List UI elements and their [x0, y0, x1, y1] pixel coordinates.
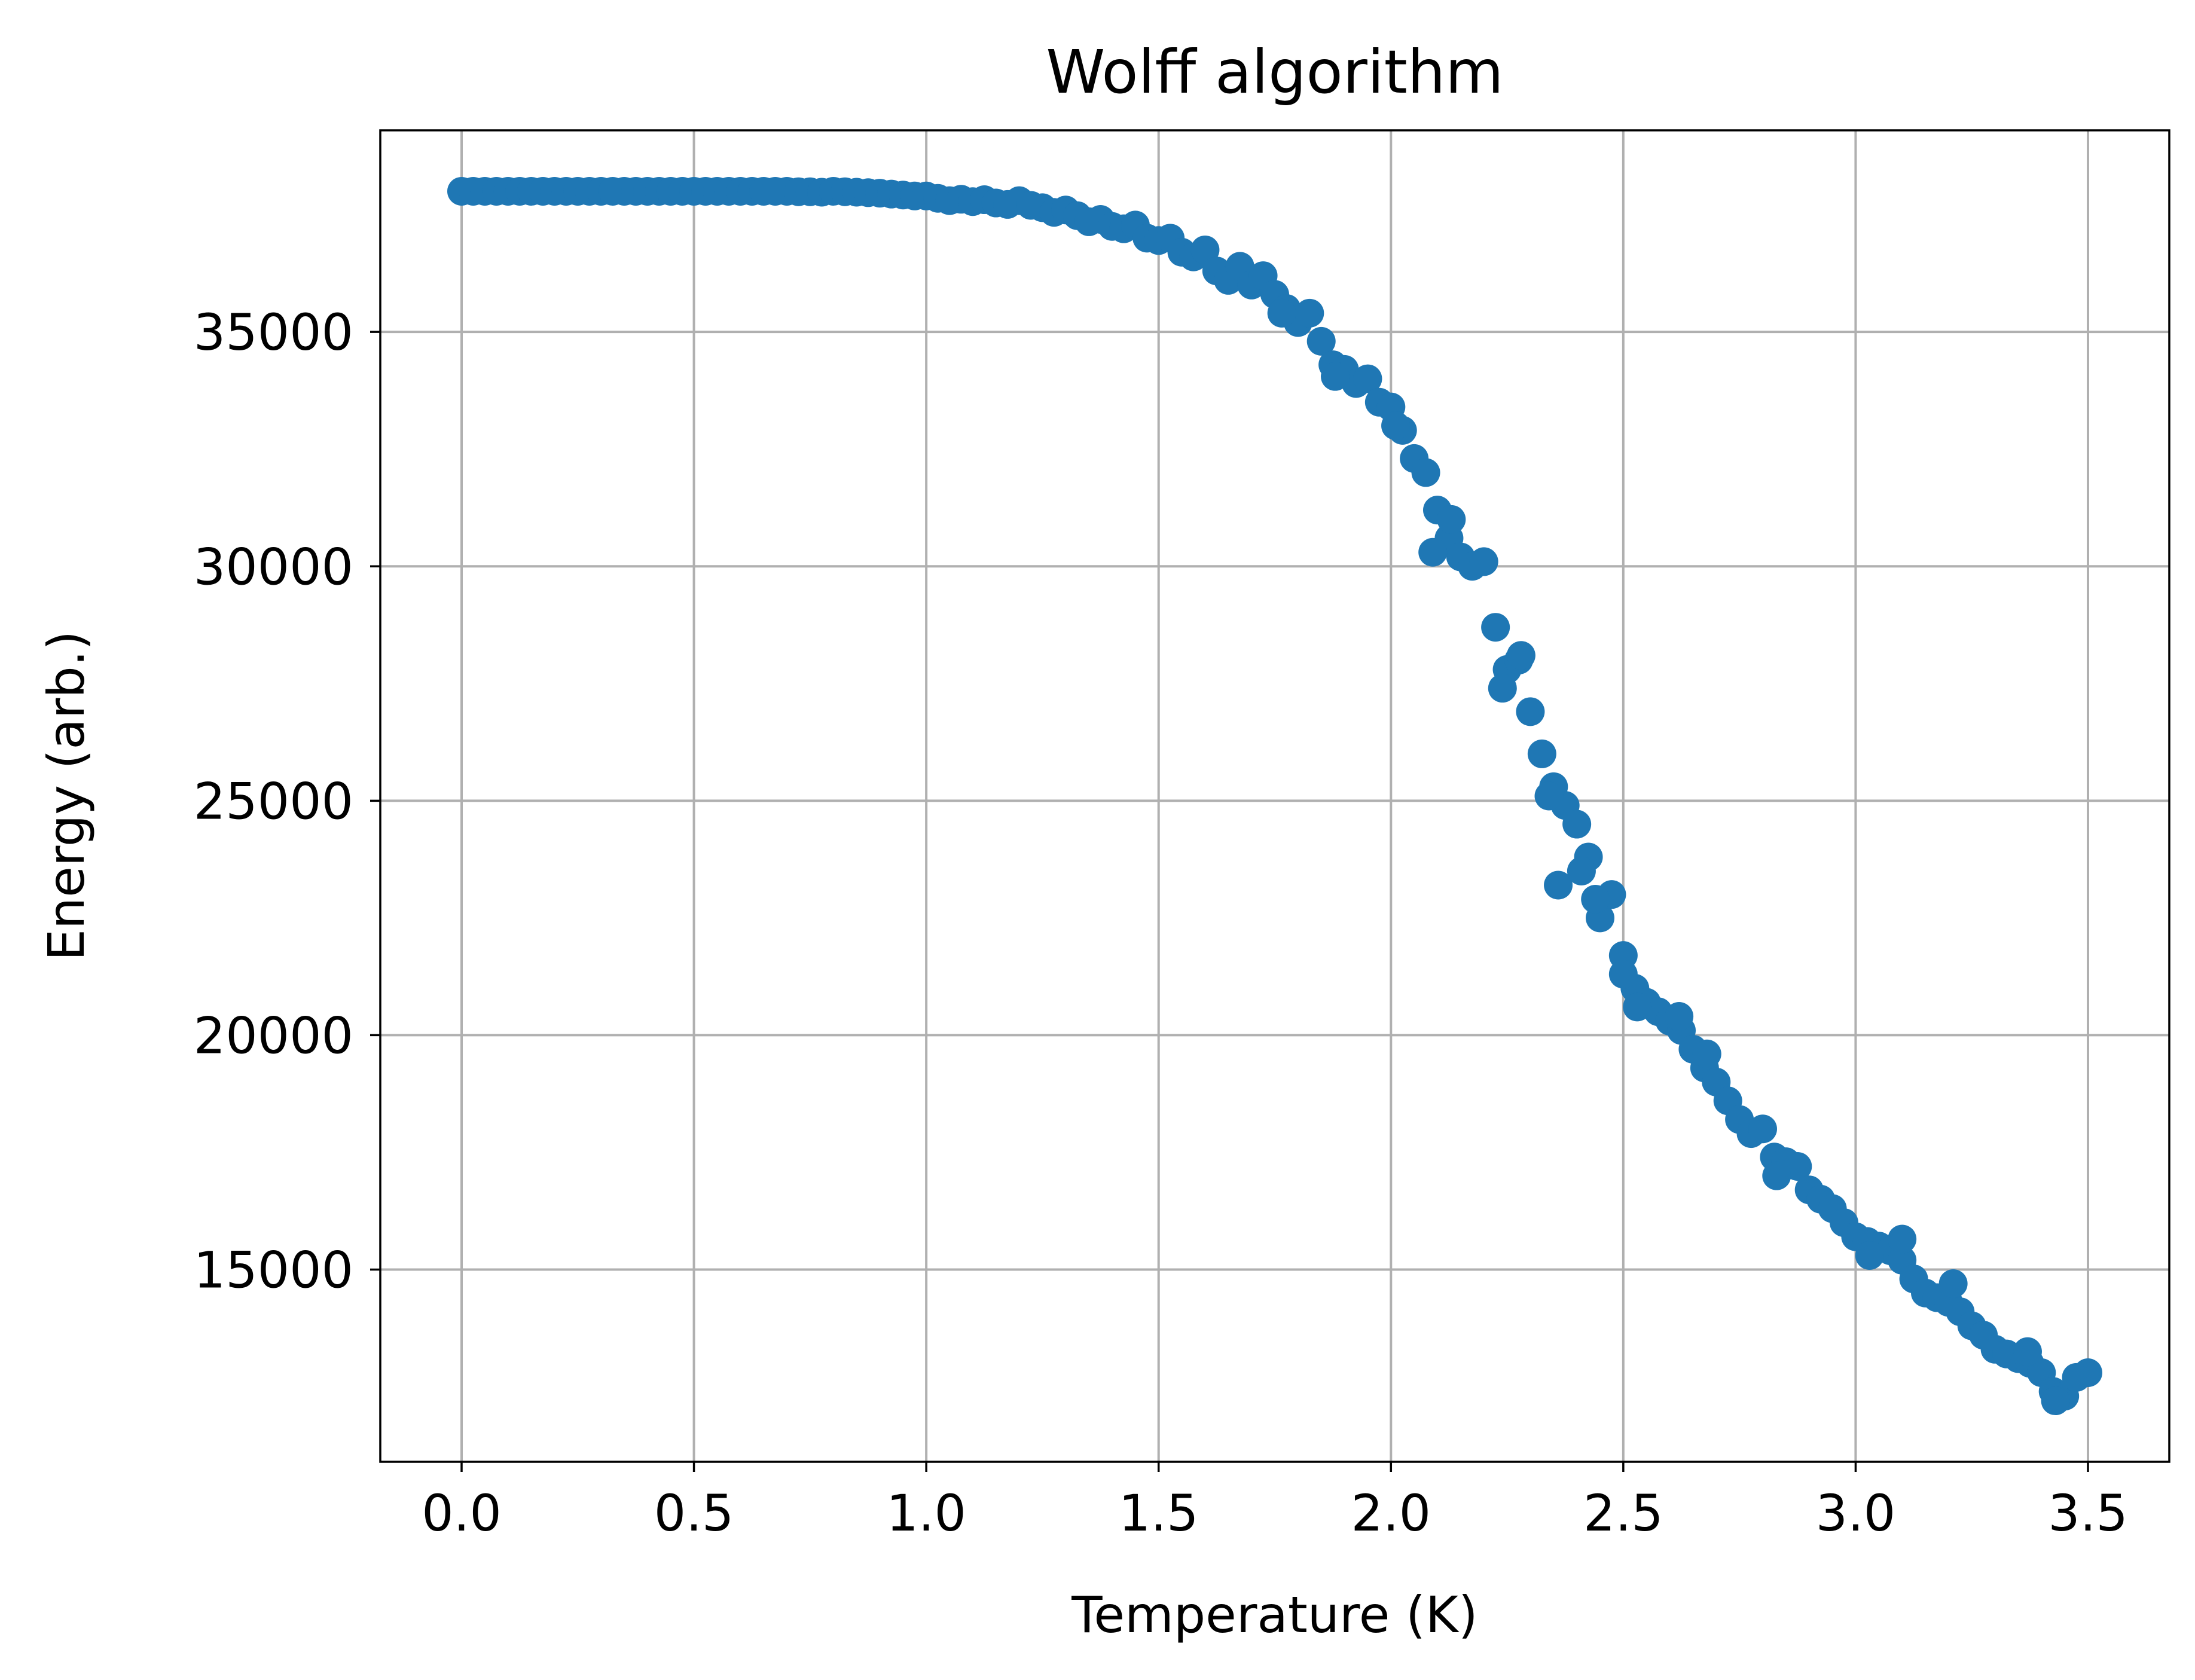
- data-point: [1506, 641, 1535, 670]
- data-point: [1481, 613, 1510, 642]
- data-point: [1608, 960, 1638, 989]
- data-point: [1692, 1039, 1721, 1068]
- y-tick-label: 30000: [194, 537, 353, 596]
- data-point: [1321, 362, 1350, 391]
- x-tick-label: 3.0: [1816, 1484, 1896, 1542]
- y-axis-label: Energy (arb.): [37, 631, 96, 961]
- y-tick-label: 20000: [194, 1006, 353, 1065]
- data-point: [1437, 505, 1466, 534]
- data-point: [1516, 697, 1545, 726]
- data-point: [1855, 1241, 1884, 1270]
- data-point: [1411, 458, 1440, 487]
- x-tick-label: 0.0: [422, 1484, 502, 1542]
- data-point: [1527, 739, 1556, 768]
- x-tick-label: 1.5: [1119, 1484, 1199, 1542]
- data-point: [1534, 781, 1564, 811]
- data-point: [1267, 298, 1296, 328]
- x-tick-label: 2.0: [1351, 1484, 1431, 1542]
- data-points: [447, 176, 2102, 1416]
- data-point: [1748, 1114, 1777, 1144]
- data-point: [1306, 326, 1336, 356]
- x-axis: 0.0 0.5 1.0 1.5 2.0 2.5 3.0 3.5: [422, 1462, 2128, 1542]
- data-point: [1418, 537, 1448, 567]
- data-point: [2013, 1337, 2042, 1366]
- data-point: [1562, 810, 1592, 839]
- data-point: [1762, 1161, 1791, 1190]
- data-point: [1295, 298, 1324, 328]
- x-tick-label: 1.0: [886, 1484, 966, 1542]
- data-point: [2074, 1358, 2102, 1388]
- x-tick-label: 2.5: [1583, 1484, 1663, 1542]
- data-point: [1469, 547, 1498, 576]
- y-axis: 15000 20000 25000 30000 35000: [194, 303, 380, 1299]
- data-point: [1488, 674, 1517, 703]
- data-point: [1544, 870, 1573, 900]
- y-tick-label: 25000: [194, 772, 353, 830]
- data-point: [1888, 1224, 1917, 1254]
- data-point: [1665, 1002, 1694, 1031]
- data-point: [1623, 992, 1652, 1022]
- x-axis-label: Temperature (K): [1071, 1586, 1477, 1644]
- data-point: [1190, 235, 1220, 264]
- data-point: [1581, 885, 1610, 914]
- chart-title: Wolff algorithm: [1046, 37, 1503, 107]
- y-tick-label: 35000: [194, 303, 353, 362]
- data-point: [1381, 411, 1411, 441]
- y-tick-label: 15000: [194, 1241, 353, 1299]
- data-point: [2041, 1386, 2070, 1416]
- data-point: [1938, 1269, 1968, 1299]
- data-point: [1567, 856, 1596, 885]
- data-point: [1353, 364, 1382, 393]
- plot-frame: [379, 129, 2170, 1463]
- x-tick-label: 3.5: [2048, 1484, 2128, 1542]
- x-tick-label: 0.5: [654, 1484, 734, 1542]
